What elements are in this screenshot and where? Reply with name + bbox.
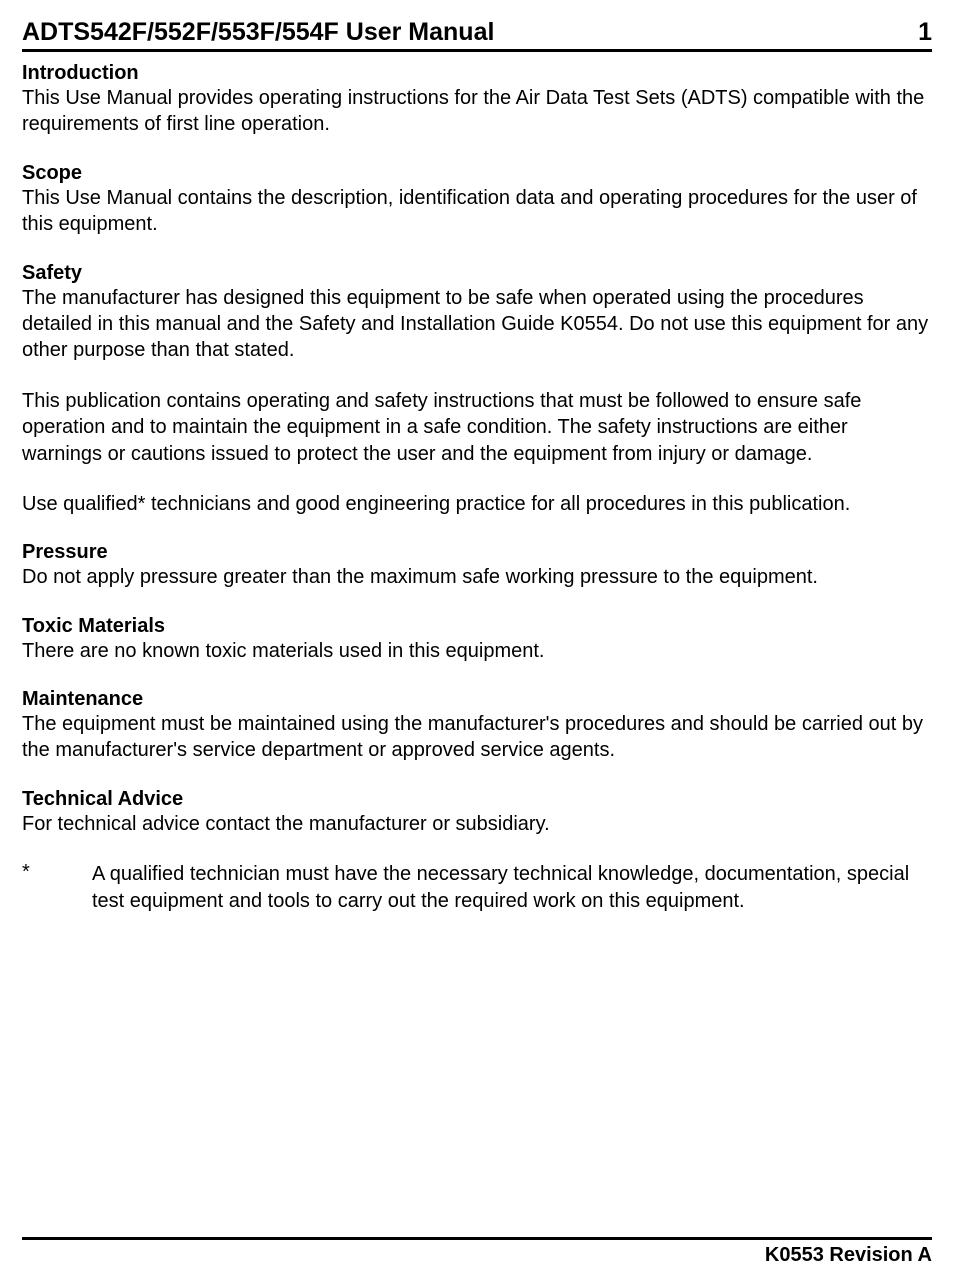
- heading-maintenance: Maintenance: [22, 688, 932, 711]
- heading-introduction: Introduction: [22, 62, 932, 85]
- text-safety-p1: The manufacturer has designed this equip…: [22, 285, 932, 364]
- heading-technical-advice: Technical Advice: [22, 788, 932, 811]
- heading-safety: Safety: [22, 262, 932, 285]
- page-container: ADTS542F/552F/553F/554F User Manual 1 In…: [0, 0, 954, 914]
- footer-revision: K0553 Revision A: [765, 1244, 932, 1266]
- text-maintenance: The equipment must be maintained using t…: [22, 711, 932, 764]
- text-toxic-materials: There are no known toxic materials used …: [22, 638, 932, 664]
- text-pressure: Do not apply pressure greater than the m…: [22, 564, 932, 590]
- footnote-text: A qualified technician must have the nec…: [92, 861, 932, 914]
- text-safety-p3: Use qualified* technicians and good engi…: [22, 491, 932, 517]
- text-scope: This Use Manual contains the description…: [22, 185, 932, 238]
- document-title: ADTS542F/552F/553F/554F User Manual: [22, 18, 494, 47]
- heading-toxic-materials: Toxic Materials: [22, 615, 932, 638]
- text-introduction: This Use Manual provides operating instr…: [22, 85, 932, 138]
- page-number: 1: [918, 18, 932, 47]
- text-safety-p2: This publication contains operating and …: [22, 388, 932, 467]
- footnote: * A qualified technician must have the n…: [22, 861, 932, 914]
- footnote-marker: *: [22, 861, 92, 914]
- heading-scope: Scope: [22, 162, 932, 185]
- header-row: ADTS542F/552F/553F/554F User Manual 1: [22, 18, 932, 52]
- text-technical-advice: For technical advice contact the manufac…: [22, 811, 932, 837]
- heading-pressure: Pressure: [22, 541, 932, 564]
- page-footer: K0553 Revision A: [22, 1237, 932, 1267]
